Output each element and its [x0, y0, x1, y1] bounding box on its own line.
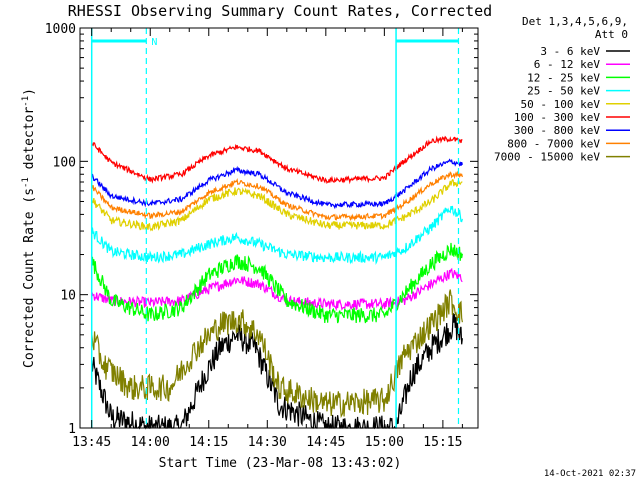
- series-line-8: [91, 289, 463, 419]
- x-tick-label-6: 15:15: [423, 435, 462, 450]
- chart-title: RHESSI Observing Summary Count Rates, Co…: [68, 2, 492, 20]
- legend-label-3: 25 - 50 keV: [527, 85, 600, 98]
- series-line-2: [91, 242, 463, 324]
- y-axis-label-end: ): [22, 88, 37, 96]
- series-line-4: [91, 179, 463, 232]
- series-line-7: [91, 170, 463, 222]
- x-tick-label-5: 15:00: [365, 435, 404, 450]
- y-axis-label-mid: detector: [22, 107, 37, 178]
- x-axis-label: Start Time (23-Mar-08 13:43:02): [159, 456, 402, 471]
- y-axis-label-sup2: -1: [21, 96, 31, 107]
- timestamp: 14-Oct-2021 02:37: [544, 469, 636, 479]
- x-tick-label-2: 14:15: [189, 435, 228, 450]
- legend-label-5: 100 - 300 keV: [514, 111, 600, 124]
- y-axis-label-main: Corrected Count Rate (s: [22, 188, 37, 368]
- series-line-3: [91, 205, 463, 266]
- interval-marker-label: N: [151, 37, 157, 48]
- legend-label-0: 3 - 6 keV: [540, 45, 600, 58]
- legend-label-8: 7000 - 15000 keV: [494, 151, 600, 164]
- axes-layer: 1 10 100 1000 13:45 14:00 14:15 14:30 14:45 15:00…: [45, 22, 479, 450]
- series-line-0: [91, 312, 463, 430]
- x-tick-label-3: 14:30: [248, 435, 287, 450]
- legend-header: Det 1,3,4,5,6,9,: [522, 15, 628, 28]
- x-tick-label-0: 13:45: [72, 435, 111, 450]
- y-tick-label-3: 1000: [45, 22, 76, 37]
- series-line-6: [91, 158, 463, 210]
- legend-label-1: 6 - 12 keV: [534, 58, 601, 71]
- legend-label-2: 12 - 25 keV: [527, 71, 600, 84]
- series-line-5: [91, 135, 463, 185]
- x-tick-label-4: 14:45: [306, 435, 345, 450]
- legend-label-4: 50 - 100 keV: [521, 98, 601, 111]
- y-tick-label-2: 100: [53, 155, 76, 170]
- legend-label-6: 300 - 800 keV: [514, 124, 600, 137]
- y-tick-label-0: 1: [68, 422, 76, 437]
- legend-label-7: 800 - 7000 keV: [507, 137, 600, 150]
- y-axis-label: Corrected Count Rate (s-1 detector-1): [21, 88, 37, 368]
- series-layer: [91, 135, 463, 430]
- interval-layer: N: [90, 28, 460, 428]
- legend-attenuator: Att 0: [595, 28, 628, 41]
- plot-frame: [79, 27, 479, 429]
- x-tick-label-1: 14:00: [131, 435, 170, 450]
- y-tick-label-1: 10: [60, 289, 76, 304]
- y-axis-label-sup1: -1: [21, 177, 31, 188]
